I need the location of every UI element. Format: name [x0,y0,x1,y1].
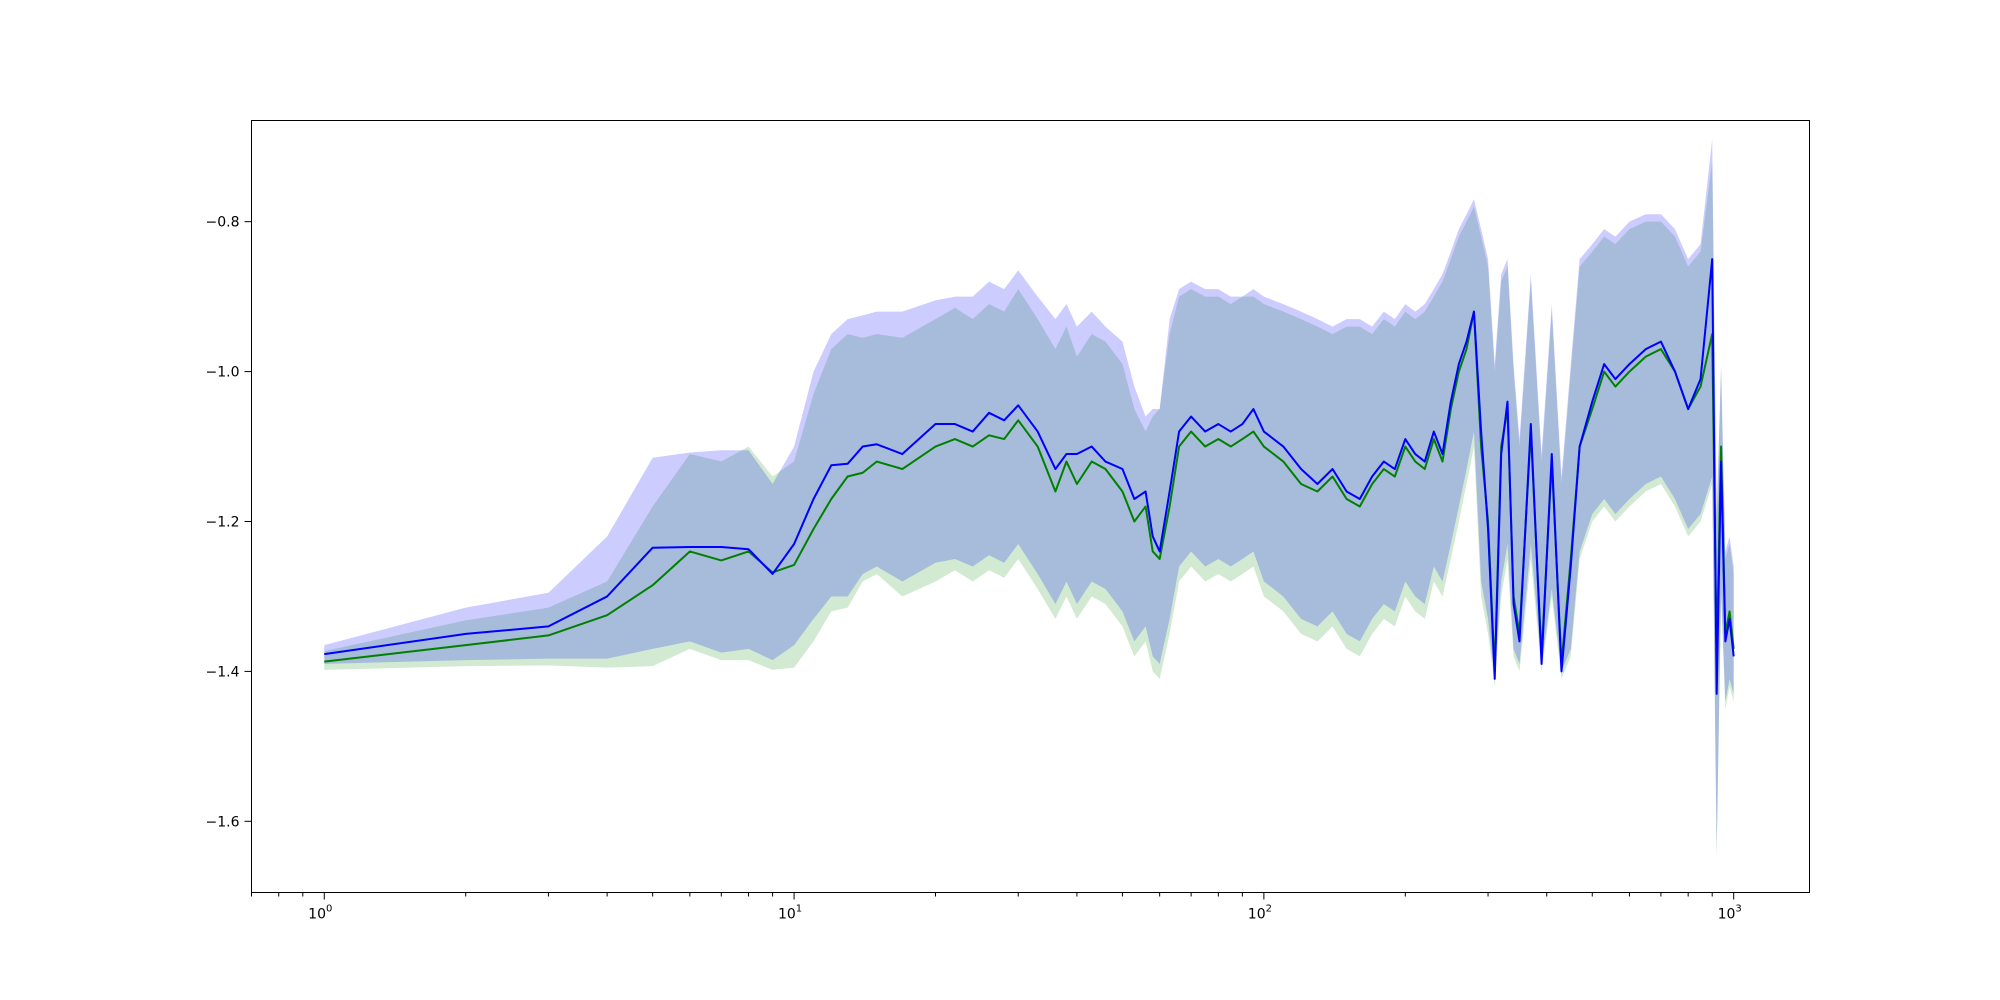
x-tick-label-base: 10 [1718,907,1736,923]
x-tick-label-base: 10 [778,907,796,923]
y-tick-label-0: −0.8 [206,215,240,231]
x-tick-label-exp: 0 [326,904,332,915]
y-tick-label-2: −1.2 [206,514,240,530]
x-tick-label-0: 100 [308,904,332,923]
y-tick-label-1: −1.0 [206,365,240,381]
x-tick-label-3: 103 [1718,904,1742,923]
x-tick-label-exp: 3 [1735,904,1741,915]
x-tick-label-exp: 2 [1266,904,1272,915]
y-tick-label-3: −1.4 [206,664,240,680]
x-tick-label-2: 102 [1248,904,1272,923]
x-tick-label-1: 101 [778,904,802,923]
y-tick-label-4: −1.6 [206,814,240,830]
axes: 100 101 102 103−0.8−1.0−1.2−1.4−1.6 [206,215,1742,923]
x-tick-label-base: 10 [1248,907,1266,923]
series-0-line [324,310,1735,673]
x-tick-label-exp: 1 [796,904,802,915]
x-tick-label-base: 10 [308,907,326,923]
series-1-band [324,139,1734,852]
plot-area [324,139,1735,859]
axes-frame [251,120,1810,893]
series-0-band [324,161,1734,859]
series-1-line [324,258,1735,695]
